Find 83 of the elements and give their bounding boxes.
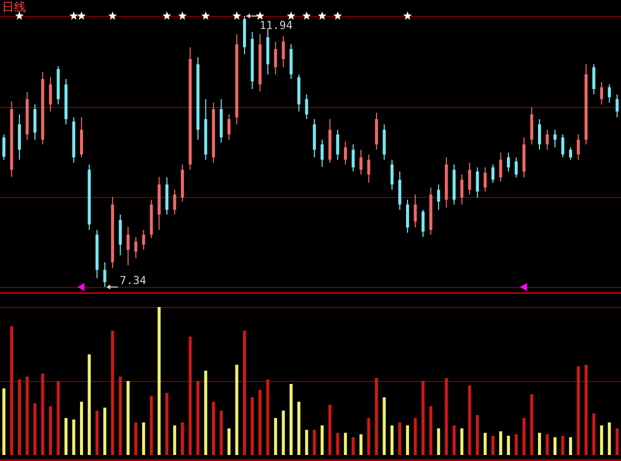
bar [26,376,29,455]
bar [312,430,316,455]
bar [616,428,619,455]
bar [258,390,262,455]
bar [344,432,347,455]
bar [297,402,300,455]
bar [390,425,394,455]
bar [56,381,60,455]
bar [328,404,332,455]
bar [142,422,146,455]
bar [88,354,91,455]
bar [452,425,456,455]
bar [382,397,386,455]
bar [235,364,238,455]
bar [204,370,208,455]
bar [305,430,308,455]
bar [10,326,14,455]
bar [444,378,448,455]
bar [103,408,106,455]
bar [437,428,440,455]
bar [173,425,176,455]
bar [460,428,464,455]
bar [352,437,355,455]
bar [320,425,324,455]
bar [188,336,192,455]
bar [367,418,370,455]
bar [600,425,604,455]
bar [414,418,417,455]
bar [468,385,472,455]
bar [41,374,44,455]
bar [359,434,362,455]
bar [196,381,200,455]
chart-title: 日线 [2,0,26,14]
bar [243,330,246,455]
bar [274,418,278,455]
bar [514,434,518,455]
bar [374,378,378,455]
annotation: 11.94 [260,19,294,32]
bar [158,307,161,455]
bar [2,388,6,455]
bar [227,428,230,455]
bar [491,436,494,455]
bar [212,402,215,455]
bar [18,380,21,455]
bar [538,432,541,455]
bar [250,397,254,455]
bar [576,366,580,455]
bar [422,381,425,455]
annotation: 7.34 [120,274,147,287]
bar [530,394,534,455]
bar [96,410,99,455]
bar [220,410,223,455]
bar [429,406,432,455]
bar [592,414,596,455]
bar [48,406,52,455]
bar [72,419,76,455]
bar [134,422,138,455]
bar [336,432,340,455]
bar [118,376,122,455]
bar [33,403,36,455]
bar [150,396,153,455]
bar [476,415,479,455]
bar [165,392,168,455]
bar [266,380,270,455]
bar [111,330,114,455]
bar [484,432,487,455]
bar [499,431,502,455]
bar [282,410,285,455]
bar [569,437,572,455]
bar [584,364,588,455]
bar [398,422,402,455]
bar [561,436,564,455]
bar [406,425,410,455]
bar [522,418,526,455]
bar [506,436,510,455]
bar [64,418,68,455]
bar [554,437,557,455]
bar [546,434,549,455]
bar [290,384,293,455]
bar [180,422,184,455]
bar [126,381,130,455]
bar [608,422,611,455]
bar [80,402,84,455]
